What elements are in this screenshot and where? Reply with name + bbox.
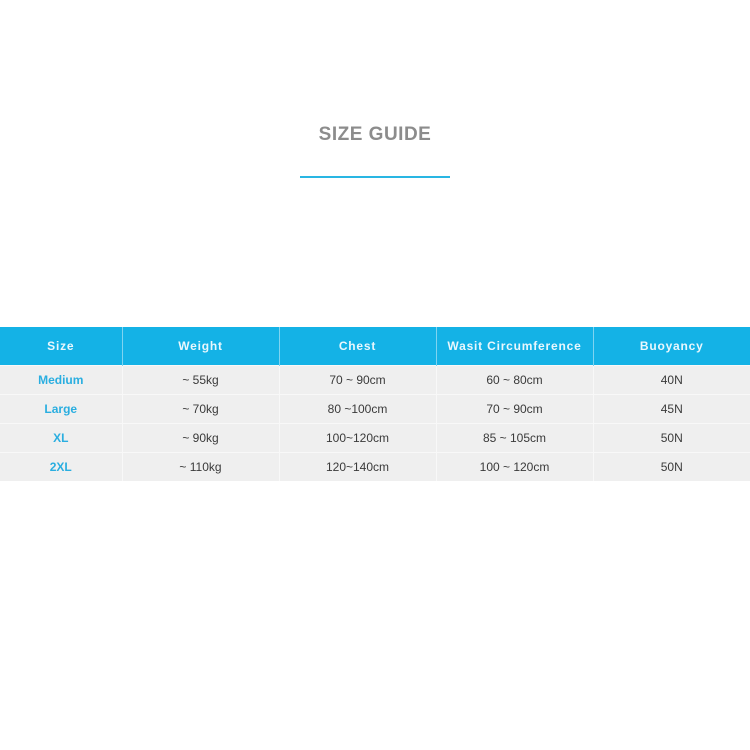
cell-weight: ~ 55kg — [121, 365, 279, 395]
table-header-row: Size Weight Chest Wasit Circumference Bu… — [0, 327, 750, 366]
cell-weight: ~ 70kg — [121, 394, 279, 424]
cell-waist: 85 ~ 105cm — [435, 423, 593, 453]
cell-waist: 70 ~ 90cm — [435, 394, 593, 424]
table-row: 2XL ~ 110kg 120~140cm 100 ~ 120cm 50N — [0, 452, 750, 481]
header-chest: Chest — [278, 327, 436, 366]
cell-chest: 80 ~100cm — [278, 394, 436, 424]
cell-chest: 70 ~ 90cm — [278, 365, 436, 395]
title-underline — [300, 176, 450, 178]
cell-buoyancy: 50N — [592, 423, 750, 453]
cell-waist: 60 ~ 80cm — [435, 365, 593, 395]
cell-chest: 100~120cm — [278, 423, 436, 453]
cell-buoyancy: 50N — [592, 452, 750, 481]
table-row: Large ~ 70kg 80 ~100cm 70 ~ 90cm 45N — [0, 394, 750, 424]
header-buoyancy: Buoyancy — [592, 327, 750, 366]
cell-buoyancy: 45N — [592, 394, 750, 424]
cell-size: 2XL — [0, 452, 122, 481]
table-row: XL ~ 90kg 100~120cm 85 ~ 105cm 50N — [0, 423, 750, 453]
cell-size: XL — [0, 423, 122, 453]
cell-size: Medium — [0, 365, 122, 395]
table-row: Medium ~ 55kg 70 ~ 90cm 60 ~ 80cm 40N — [0, 365, 750, 395]
header-size: Size — [0, 327, 122, 366]
cell-weight: ~ 110kg — [121, 452, 279, 481]
size-table: Size Weight Chest Wasit Circumference Bu… — [0, 327, 750, 481]
cell-weight: ~ 90kg — [121, 423, 279, 453]
cell-size: Large — [0, 394, 122, 424]
cell-chest: 120~140cm — [278, 452, 436, 481]
header-waist: Wasit Circumference — [435, 327, 593, 366]
cell-buoyancy: 40N — [592, 365, 750, 395]
cell-waist: 100 ~ 120cm — [435, 452, 593, 481]
header-weight: Weight — [121, 327, 279, 366]
page-title: SIZE GUIDE — [318, 124, 432, 145]
